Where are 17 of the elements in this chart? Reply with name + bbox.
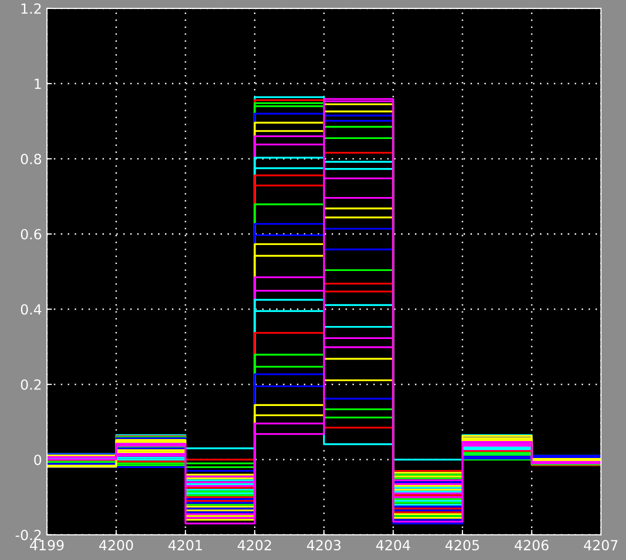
y-tick-label: -0.2: [16, 530, 41, 540]
x-tick-label: 4200: [99, 540, 133, 550]
x-tick-label: 4203: [306, 540, 341, 550]
y-tick-label: 0: [34, 454, 42, 466]
y-tick-label: 1.2: [22, 3, 41, 14]
y-tick-label: 0.4: [20, 304, 42, 315]
x-tick-label: 4206: [514, 540, 549, 550]
x-tick-label: 4202: [238, 540, 271, 550]
y-tick-label: 0.6: [20, 228, 42, 240]
x-tick-label: 4204: [376, 540, 410, 550]
y-tick-label: 0.8: [20, 154, 42, 164]
x-tick-label: 4207: [584, 540, 618, 550]
y-tick-label: 1: [34, 78, 41, 89]
x-tick-label: 4205: [445, 540, 479, 550]
y-tick-label: 0.2: [20, 379, 41, 390]
x-tick-label: 4199: [30, 540, 64, 550]
x-tick-label: 4201: [168, 540, 202, 550]
